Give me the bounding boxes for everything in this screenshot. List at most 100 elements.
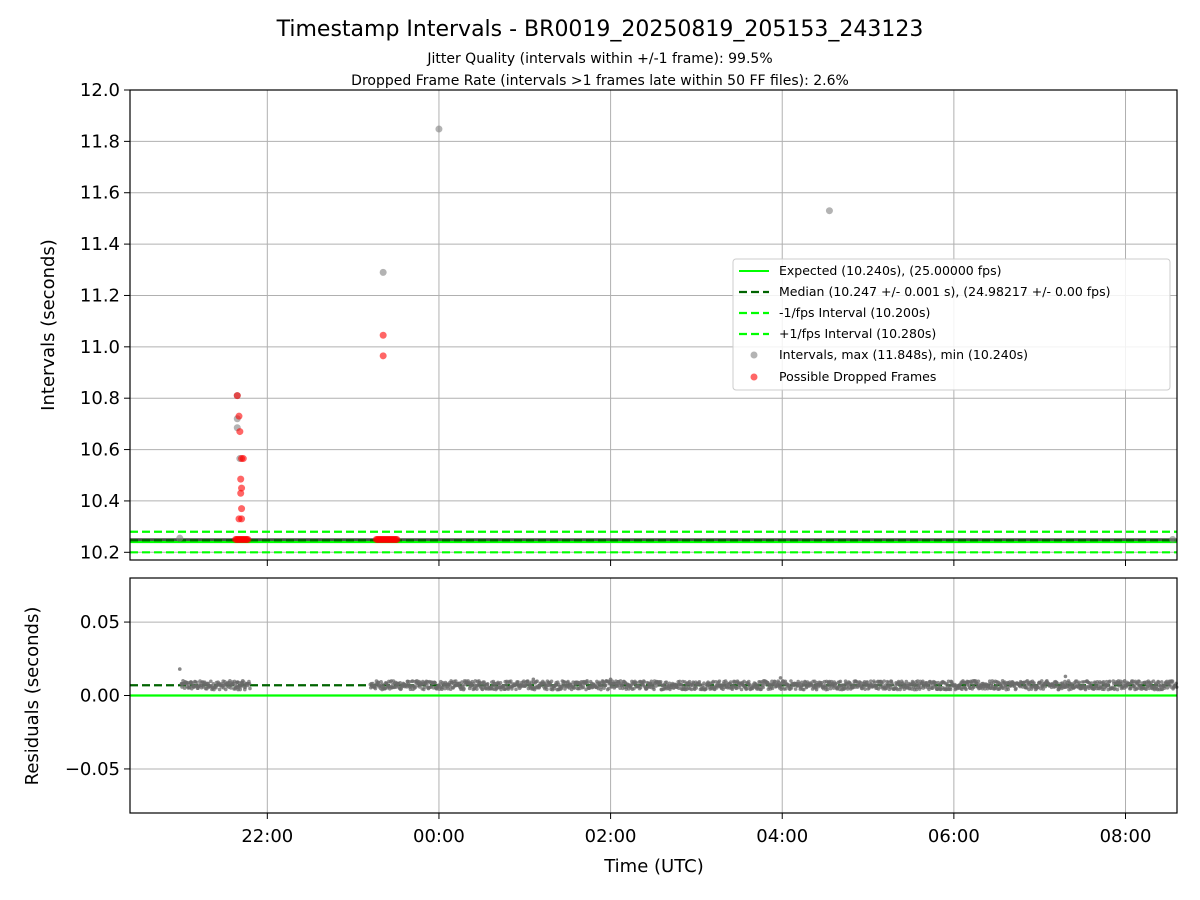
residual-point xyxy=(548,682,553,687)
residual-point xyxy=(1100,684,1104,689)
residual-point xyxy=(828,686,833,691)
residual-point xyxy=(1129,686,1133,691)
residual-point xyxy=(976,679,981,684)
residual-point xyxy=(634,680,638,685)
intervals-y-tick-label: 11.8 xyxy=(80,131,120,152)
chart-title: Timestamp Intervals - BR0019_20250819_20… xyxy=(276,17,924,42)
legend-entry-median: Median (10.247 +/- 0.001 s), (24.98217 +… xyxy=(739,284,1110,299)
residuals-y-label: Residuals (seconds) xyxy=(22,607,43,786)
residual-point xyxy=(825,684,829,689)
legend-label-expected: Expected (10.240s), (25.00000 fps) xyxy=(779,263,1001,278)
residual-point xyxy=(480,687,485,692)
legend-label-intervals: Intervals, max (11.848s), min (10.240s) xyxy=(779,347,1028,362)
residual-point xyxy=(1115,687,1120,692)
dropped-frame-point xyxy=(244,535,252,543)
residual-point xyxy=(971,685,976,690)
interval-point xyxy=(379,268,387,276)
residual-point xyxy=(1041,687,1046,691)
residual-point xyxy=(1043,684,1048,689)
residual-point xyxy=(882,679,886,683)
x-axis-label: Time (UTC) xyxy=(603,856,704,877)
residual-point xyxy=(177,667,182,671)
residual-point xyxy=(964,687,968,692)
residual-point xyxy=(241,680,246,684)
intervals-y-tick-label: 11.4 xyxy=(80,234,120,255)
residuals-axes-frame xyxy=(129,577,1178,814)
intervals-points xyxy=(176,125,1177,543)
residual-point xyxy=(425,683,429,687)
x-tick-label: 22:00 xyxy=(241,826,293,847)
residual-point xyxy=(195,680,199,685)
x-tick-label: 02:00 xyxy=(585,826,637,847)
residual-point xyxy=(863,687,867,691)
residual-point xyxy=(789,679,793,683)
residual-point xyxy=(1014,686,1018,691)
legend-label-median: Median (10.247 +/- 0.001 s), (24.98217 +… xyxy=(779,284,1110,299)
residual-point xyxy=(516,680,520,684)
legend-label-plus-fps: +1/fps Interval (10.280s) xyxy=(779,326,936,341)
residual-point xyxy=(761,685,765,690)
residual-point xyxy=(585,681,590,685)
residual-point xyxy=(664,680,669,684)
residual-point xyxy=(904,679,909,684)
intervals-y-tick-label: 10.4 xyxy=(80,491,120,512)
residual-point xyxy=(697,680,702,684)
residual-point xyxy=(531,677,536,682)
x-tick-label: 06:00 xyxy=(928,826,980,847)
residual-point xyxy=(1144,687,1149,692)
intervals-reference-lines xyxy=(130,530,1177,554)
residual-point xyxy=(545,687,549,692)
residual-point xyxy=(895,687,900,692)
residual-point xyxy=(1106,683,1111,688)
residual-point xyxy=(872,680,877,685)
residual-point xyxy=(408,687,413,692)
intervals-y-tick-label: 10.2 xyxy=(80,542,120,563)
residual-point xyxy=(448,684,452,688)
residual-point xyxy=(677,679,682,684)
intervals-y-tick-label: 11.0 xyxy=(80,337,120,358)
residual-point xyxy=(566,679,570,684)
residual-point xyxy=(1137,679,1141,684)
residual-point xyxy=(1146,683,1150,688)
residual-point xyxy=(1165,686,1170,690)
dropped-frame-point xyxy=(238,505,246,513)
legend-box xyxy=(732,258,1171,391)
residual-point xyxy=(462,686,466,691)
legend-label-dropped: Possible Dropped Frames xyxy=(779,369,936,384)
dropped-frame-point xyxy=(379,352,387,360)
residual-point xyxy=(179,681,184,686)
interval-point xyxy=(176,534,184,542)
residual-point xyxy=(890,683,895,687)
legend: Expected (10.240s), (25.00000 fps) Media… xyxy=(732,258,1171,391)
residual-point xyxy=(217,687,222,692)
residuals-y-tick-label: 0.05 xyxy=(80,612,120,633)
residual-point xyxy=(1006,687,1011,692)
residual-point xyxy=(1101,679,1106,684)
residual-point xyxy=(784,686,788,691)
residual-point xyxy=(704,687,708,691)
residual-point xyxy=(739,687,744,692)
residual-point xyxy=(485,682,490,686)
residual-point xyxy=(770,686,775,691)
residual-point xyxy=(814,687,819,692)
residuals-plot: −0.05 0.00 0.05 22:00 00:00 02:00 04:00 06:00 0… xyxy=(22,577,1179,877)
residuals-points xyxy=(177,667,1179,692)
residual-point xyxy=(793,687,798,691)
residual-point xyxy=(223,687,228,692)
residual-point xyxy=(509,679,513,683)
residual-point xyxy=(728,680,733,684)
residual-point xyxy=(948,687,953,692)
residual-point xyxy=(471,681,476,686)
legend-label-minus-fps: -1/fps Interval (10.200s) xyxy=(779,305,930,320)
intervals-axes-frame xyxy=(129,89,1178,561)
legend-entry-minus-fps: -1/fps Interval (10.200s) xyxy=(739,305,930,320)
residual-point xyxy=(498,681,503,685)
interval-point xyxy=(1169,535,1177,543)
interval-point xyxy=(435,125,443,133)
residual-point xyxy=(535,679,539,683)
dropped-frame-point xyxy=(235,412,243,420)
residual-point xyxy=(239,683,244,688)
dropped-frame-point xyxy=(237,475,245,483)
dropped-frame-point xyxy=(238,484,246,492)
residual-point xyxy=(638,685,643,690)
